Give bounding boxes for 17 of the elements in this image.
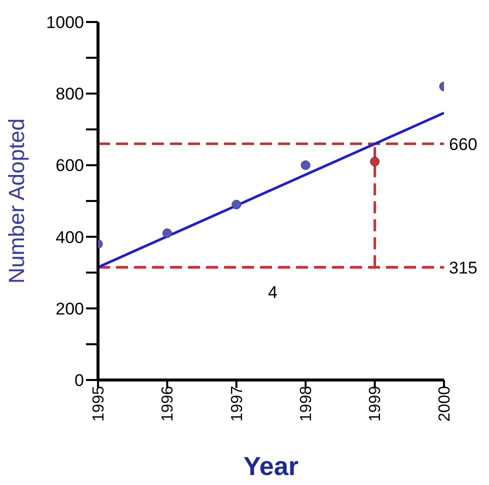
y-tick-label: 600	[56, 156, 84, 176]
y-axis-title: Number Adopted	[4, 118, 29, 284]
x-tick-label: 1998	[298, 386, 315, 422]
x-tick-label: 1999	[367, 386, 384, 422]
ref-line-label: 315	[449, 258, 478, 278]
x-axis-title: Year	[244, 451, 298, 481]
annotation: 4	[268, 283, 278, 303]
y-tick-label: 400	[56, 228, 84, 247]
x-tick-label: 1996	[160, 386, 177, 422]
y-tick-label: 800	[56, 84, 84, 104]
y-tick-label: 1000	[46, 13, 84, 32]
x-tick-label: 1995	[90, 386, 108, 422]
y-tick-label: 0	[74, 371, 84, 390]
x-tick-label: 1997	[228, 386, 246, 422]
y-tick-label: 200	[56, 299, 84, 318]
x-tick-label: 2000	[436, 386, 454, 422]
ref-line-label: 660	[449, 134, 478, 154]
